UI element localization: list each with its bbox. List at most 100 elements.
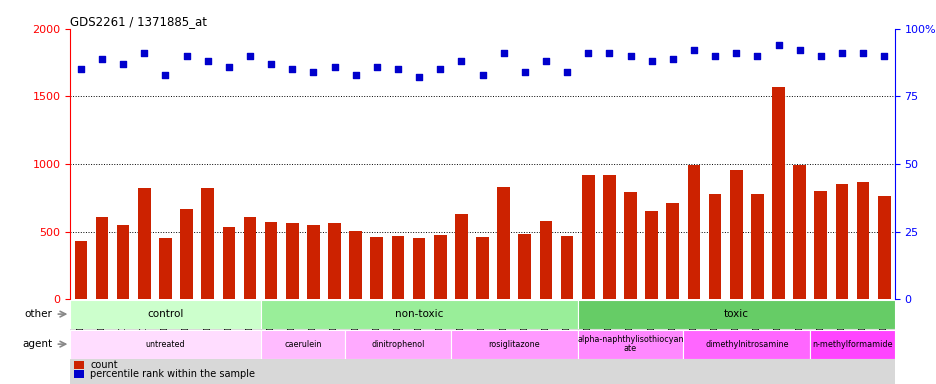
Text: GDS2261 / 1371885_at: GDS2261 / 1371885_at xyxy=(70,15,207,28)
Bar xyxy=(265,222,277,299)
Bar xyxy=(260,330,344,359)
Bar xyxy=(74,370,84,379)
Bar xyxy=(180,209,193,299)
Point xyxy=(453,58,468,64)
Text: count: count xyxy=(90,360,118,370)
Bar xyxy=(455,214,467,299)
Bar xyxy=(560,236,573,299)
Point xyxy=(73,66,88,73)
Bar xyxy=(307,225,319,299)
Bar xyxy=(450,330,578,359)
Bar xyxy=(877,196,889,299)
Bar xyxy=(344,330,450,359)
Point xyxy=(601,50,616,56)
Text: rosiglitazone: rosiglitazone xyxy=(488,339,539,349)
Bar xyxy=(813,191,826,299)
Bar xyxy=(285,223,299,299)
Bar xyxy=(856,182,869,299)
Bar xyxy=(328,223,341,299)
Bar xyxy=(518,234,531,299)
Text: other: other xyxy=(24,309,52,319)
Point xyxy=(770,42,785,48)
Point xyxy=(221,64,236,70)
Point xyxy=(812,53,827,59)
Point xyxy=(834,50,849,56)
Bar xyxy=(810,330,894,359)
Bar xyxy=(95,217,109,299)
Point xyxy=(348,72,363,78)
Point xyxy=(390,66,405,73)
Text: control: control xyxy=(147,309,183,319)
Point xyxy=(242,53,257,59)
Text: percentile rank within the sample: percentile rank within the sample xyxy=(90,369,255,379)
Point xyxy=(538,58,553,64)
Bar xyxy=(159,238,171,299)
Point xyxy=(622,53,637,59)
Text: caerulein: caerulein xyxy=(284,339,321,349)
Bar xyxy=(260,300,578,328)
Point xyxy=(305,69,320,75)
Bar xyxy=(603,175,615,299)
Text: dimethylnitrosamine: dimethylnitrosamine xyxy=(704,339,788,349)
Bar xyxy=(391,236,404,299)
Bar xyxy=(835,184,847,299)
Bar xyxy=(578,300,894,328)
Bar xyxy=(771,87,784,299)
Bar xyxy=(74,361,84,369)
Text: non-toxic: non-toxic xyxy=(394,309,443,319)
Text: dinitrophenol: dinitrophenol xyxy=(371,339,424,349)
Bar xyxy=(475,237,489,299)
Point xyxy=(580,50,595,56)
Bar xyxy=(687,165,699,299)
Bar xyxy=(433,235,446,299)
Point xyxy=(559,69,574,75)
Point xyxy=(432,66,447,73)
Text: agent: agent xyxy=(22,339,52,349)
Bar xyxy=(665,203,679,299)
Point xyxy=(749,53,764,59)
Point xyxy=(475,72,490,78)
Bar xyxy=(222,227,235,299)
Point xyxy=(179,53,194,59)
Bar xyxy=(645,211,657,299)
Bar xyxy=(370,237,383,299)
Point xyxy=(496,50,511,56)
Point xyxy=(644,58,659,64)
Point xyxy=(137,50,152,56)
Point xyxy=(158,72,173,78)
Bar xyxy=(117,225,129,299)
Bar xyxy=(349,231,361,299)
Point xyxy=(876,53,891,59)
Bar xyxy=(70,302,894,384)
Point xyxy=(95,55,110,61)
Point xyxy=(411,74,426,81)
Text: untreated: untreated xyxy=(145,339,185,349)
Point xyxy=(855,50,870,56)
Point xyxy=(728,50,743,56)
Bar xyxy=(70,300,260,328)
Point xyxy=(327,64,342,70)
Point xyxy=(707,53,722,59)
Point xyxy=(115,61,130,67)
Bar xyxy=(70,330,260,359)
Bar xyxy=(243,217,256,299)
Bar xyxy=(201,188,213,299)
Bar xyxy=(708,194,721,299)
Bar xyxy=(497,187,509,299)
Point xyxy=(285,66,300,73)
Point xyxy=(200,58,215,64)
Text: n-methylformamide: n-methylformamide xyxy=(812,339,892,349)
Bar xyxy=(413,238,425,299)
Bar xyxy=(729,170,742,299)
Point xyxy=(791,47,806,53)
Point xyxy=(263,61,278,67)
Text: toxic: toxic xyxy=(723,309,748,319)
Text: alpha-naphthylisothiocyan
ate: alpha-naphthylisothiocyan ate xyxy=(577,335,683,354)
Bar xyxy=(138,188,151,299)
Bar xyxy=(581,175,594,299)
Point xyxy=(517,69,532,75)
Bar xyxy=(75,241,87,299)
Bar xyxy=(793,165,805,299)
Bar xyxy=(682,330,810,359)
Bar xyxy=(751,194,763,299)
